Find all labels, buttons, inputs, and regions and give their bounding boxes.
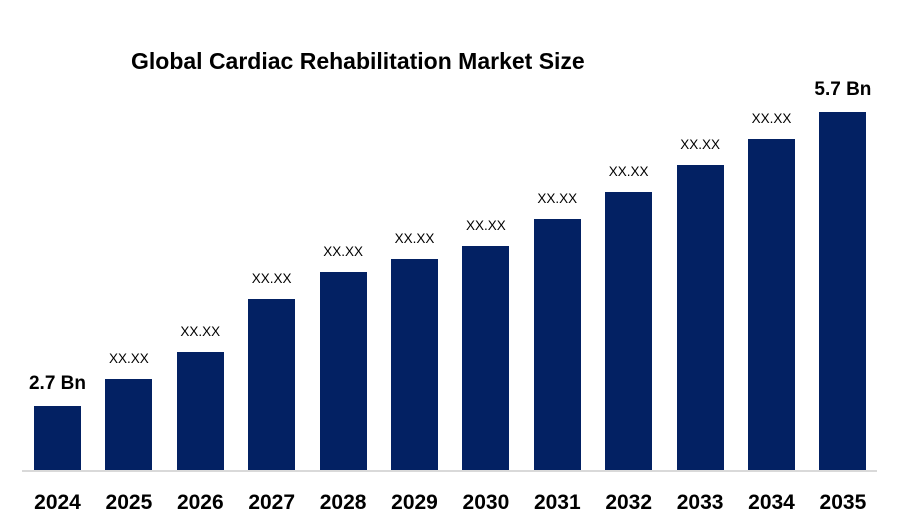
bar-value-label-2032: XX.XX	[608, 164, 649, 179]
bar-2025	[105, 379, 153, 471]
x-tick-label-2031: 2031	[533, 491, 581, 514]
bar-value-label-2025: XX.XX	[109, 351, 149, 366]
x-tick-label-2034: 2034	[748, 491, 795, 514]
x-tick-label-2030: 2030	[462, 491, 510, 514]
x-tick-label-2033: 2033	[676, 491, 724, 514]
x-tick-label-2032: 2032	[605, 491, 653, 514]
bar-2034	[748, 139, 795, 471]
bar-2028	[319, 272, 367, 471]
bar-2031	[533, 219, 581, 471]
bar-value-label-2027: XX.XX	[251, 271, 292, 286]
bar-2032	[605, 192, 653, 471]
bar-2024	[34, 406, 81, 471]
x-tick-label-2029: 2029	[391, 491, 438, 514]
x-tick-label-2035: 2035	[819, 491, 867, 514]
bar-2030	[462, 246, 510, 471]
bar-value-label-2034: XX.XX	[751, 111, 792, 126]
x-tick-label-2028: 2028	[319, 491, 367, 514]
bar-value-label-2031: XX.XX	[537, 191, 578, 206]
bar-2026	[176, 352, 224, 471]
bar-value-label-2035: 5.7 Bn	[814, 79, 872, 100]
bar-2035	[819, 112, 867, 471]
bar-value-label-2028: XX.XX	[323, 244, 363, 259]
x-axis-line	[22, 470, 877, 472]
bar-value-label-2029: XX.XX	[394, 231, 435, 246]
bar-2029	[391, 259, 438, 471]
bar-value-label-2033: XX.XX	[680, 137, 720, 152]
bar-value-label-2026: XX.XX	[180, 324, 221, 339]
bar-2033	[676, 165, 724, 471]
x-tick-label-2025: 2025	[105, 491, 153, 514]
bar-value-label-2024: 2.7 Bn	[28, 373, 87, 394]
bar-2027	[248, 299, 296, 471]
x-tick-label-2026: 2026	[176, 491, 224, 514]
x-tick-label-2027: 2027	[248, 491, 296, 514]
chart-title: Global Cardiac Rehabilitation Market Siz…	[131, 48, 585, 74]
bar-value-label-2030: XX.XX	[466, 218, 506, 233]
x-tick-label-2024: 2024	[34, 491, 81, 514]
